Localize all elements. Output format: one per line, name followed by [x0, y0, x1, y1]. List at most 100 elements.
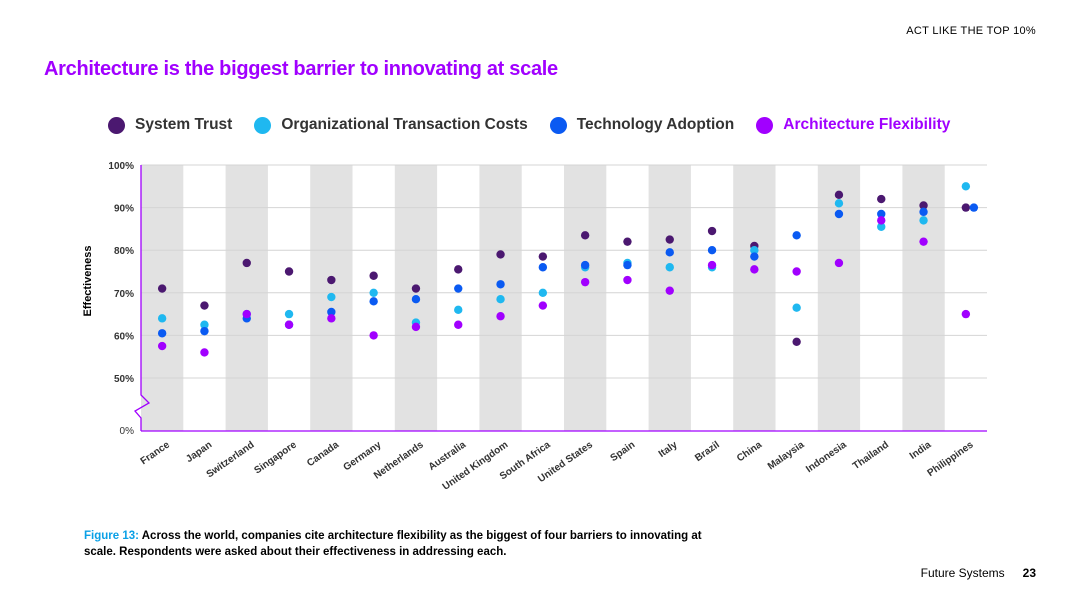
point-organizational-transaction-costs-thailand [877, 222, 886, 231]
point-architecture-flexibility-indonesia [834, 258, 844, 268]
point-technology-adoption-china [750, 252, 759, 261]
point-system-trust-indonesia [834, 190, 844, 200]
point-technology-adoption-brazil [707, 246, 717, 255]
point-architecture-flexibility-china [750, 265, 759, 274]
point-system-trust-thailand [877, 194, 886, 204]
point-system-trust-united-kingdom [496, 250, 505, 259]
column-band [141, 165, 184, 431]
point-technology-adoption-france [157, 329, 167, 338]
point-system-trust-singapore [284, 267, 294, 276]
column-bands [141, 165, 945, 431]
x-tick-label-singapore: Singapore [252, 439, 299, 476]
legend-label: System Trust [135, 116, 233, 133]
y-axis-break [133, 165, 151, 431]
point-organizational-transaction-costs-india [919, 216, 928, 225]
point-system-trust-japan [200, 301, 209, 310]
point-technology-adoption-spain [623, 260, 632, 270]
y-axis-title: Effectiveness [82, 246, 94, 317]
point-organizational-transaction-costs-canada [327, 292, 336, 302]
point-organizational-transaction-costs-malaysia [792, 303, 801, 312]
legend-item-technology-adoption: Technology Adoption [549, 116, 735, 134]
point-technology-adoption-united-kingdom [496, 280, 505, 289]
point-architecture-flexibility-united-states [580, 277, 590, 287]
legend-label: Technology Adoption [576, 116, 735, 133]
legend-label: Organizational Transaction Costs [281, 116, 528, 133]
point-architecture-flexibility-thailand [877, 216, 886, 225]
legend-item-architecture-flexibility: Architecture Flexibility [756, 116, 950, 134]
legend-item-system-trust: System Trust [108, 116, 232, 134]
point-system-trust-australia [454, 265, 463, 274]
point-architecture-flexibility-brazil [707, 260, 717, 270]
point-system-trust-canada [327, 275, 336, 285]
point-technology-adoption-indonesia [834, 209, 844, 219]
point-organizational-transaction-costs-singapore [284, 309, 294, 319]
x-tick-label-india: India [908, 439, 934, 462]
point-technology-adoption-malaysia [792, 231, 801, 240]
x-tick-label-canada: Canada [305, 439, 341, 469]
point-architecture-flexibility-malaysia [792, 267, 801, 276]
point-system-trust-france [157, 284, 167, 293]
y-break-label: 0% [120, 426, 135, 437]
legend-dot-icon [108, 116, 125, 134]
point-architecture-flexibility-netherlands [411, 322, 421, 332]
point-system-trust-india [919, 201, 928, 210]
point-system-trust-germany [369, 271, 378, 280]
legend-dot-icon [549, 116, 567, 134]
column-band [648, 165, 691, 431]
x-tick-label-indonesia: Indonesia [804, 439, 849, 475]
x-tick-label-thailand: Thailand [851, 439, 891, 472]
point-organizational-transaction-costs-philippines [961, 182, 971, 191]
point-technology-adoption-united-states [580, 260, 590, 270]
series-architecture-flexibility [157, 216, 971, 357]
point-system-trust-netherlands [411, 284, 421, 293]
legend-dot-icon [756, 116, 774, 134]
legend-item-organizational-transaction-costs: Organizational Transaction Costs [254, 116, 528, 134]
x-tick-label-japan: Japan [184, 439, 214, 465]
point-organizational-transaction-costs-italy [665, 263, 674, 272]
column-band [817, 165, 861, 431]
chart-legend: System Trust Organizational Transaction … [108, 116, 950, 134]
point-architecture-flexibility-italy [665, 286, 674, 295]
x-tick-label-spain: Spain [609, 439, 638, 464]
column-band [225, 165, 268, 431]
point-technology-adoption-india [919, 207, 928, 217]
point-technology-adoption-south-africa [538, 263, 548, 272]
y-tick-label: 70% [114, 289, 134, 300]
point-architecture-flexibility-south-africa [538, 301, 548, 310]
figure-label: Figure 13: [84, 530, 139, 542]
x-tick-label-philippines: Philippines [926, 439, 976, 479]
y-tick-label: 100% [108, 161, 134, 172]
point-architecture-flexibility-canada [327, 314, 336, 323]
x-tick-label-france: France [139, 439, 173, 467]
point-technology-adoption-canada [327, 307, 336, 317]
point-system-trust-switzerland [242, 258, 251, 268]
point-architecture-flexibility-france [157, 341, 167, 351]
point-system-trust-italy [665, 235, 674, 244]
data-points [157, 182, 979, 357]
point-technology-adoption-italy [665, 248, 674, 257]
legend-dot-icon [254, 116, 272, 134]
point-technology-adoption-thailand [877, 209, 886, 219]
point-technology-adoption-netherlands [411, 294, 421, 304]
page-title: Architecture is the biggest barrier to i… [44, 58, 558, 80]
point-system-trust-malaysia [792, 337, 801, 346]
point-architecture-flexibility-switzerland [242, 309, 251, 319]
figure-text: Across the world, companies cite archite… [84, 530, 702, 558]
column-band [564, 165, 607, 431]
page-footer: Future Systems 23 [921, 566, 1036, 580]
point-system-trust-philippines [961, 203, 971, 212]
point-technology-adoption-japan [200, 326, 209, 336]
point-architecture-flexibility-germany [369, 331, 378, 340]
x-tick-label-switzerland: Switzerland [205, 439, 257, 480]
point-architecture-flexibility-spain [623, 275, 632, 285]
point-organizational-transaction-costs-indonesia [834, 199, 844, 208]
point-architecture-flexibility-united-kingdom [496, 312, 505, 321]
footer-section: Future Systems [920, 566, 1005, 580]
y-tick-label: 80% [114, 246, 134, 257]
y-tick-label: 90% [114, 204, 134, 215]
x-tick-label-china: China [735, 439, 764, 464]
point-architecture-flexibility-australia [454, 320, 463, 329]
point-organizational-transaction-costs-australia [454, 305, 463, 315]
